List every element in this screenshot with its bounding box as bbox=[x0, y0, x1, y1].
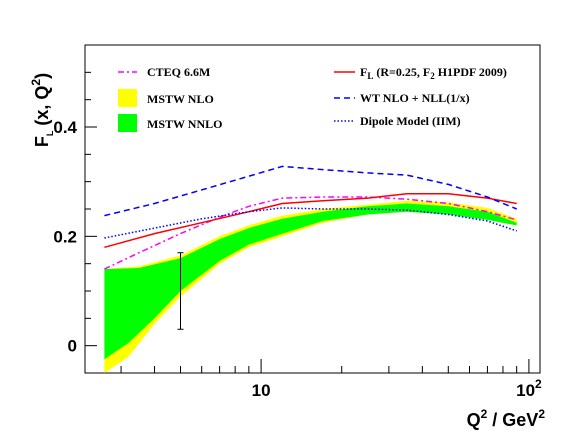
x-axis-label: Q2 / GeV2 bbox=[467, 407, 546, 430]
bands-layer bbox=[104, 200, 517, 373]
ticks-layer: 0 0.2 0.4 10 102 bbox=[53, 44, 542, 400]
y-axis-label: FL (x, Q2) bbox=[29, 73, 55, 147]
band-mstw-nnlo bbox=[104, 203, 517, 360]
legend: CTEQ 6.6M MSTW NLO MSTW NNLO FL (R=0.25,… bbox=[118, 65, 507, 132]
series-line-f-l-r-0-25-f-2-h1pdf-2009- bbox=[104, 192, 517, 249]
y-tick-label: 0 bbox=[68, 337, 77, 356]
legend-label-wt: WT NLO + NLL(1/x) bbox=[360, 91, 470, 105]
legend-label-mstw-nlo: MSTW NLO bbox=[147, 92, 214, 106]
band-mstw-nlo bbox=[104, 200, 517, 373]
y-tick-label: 0.2 bbox=[53, 227, 77, 246]
x-tick-label: 10 bbox=[252, 381, 271, 400]
x-tick-label: 102 bbox=[516, 377, 542, 400]
series-line-wt-nlo-nll-1-x- bbox=[104, 165, 517, 217]
legend-swatch-mstw-nnlo bbox=[118, 114, 137, 132]
series-line-dipole-model-iim- bbox=[104, 207, 517, 239]
y-tick-label: 0.4 bbox=[53, 118, 77, 137]
legend-label-fl: FL (R=0.25, F2 H1PDF 2009) bbox=[360, 65, 507, 81]
legend-swatch-mstw-nlo bbox=[118, 89, 137, 107]
lines-layer bbox=[104, 165, 517, 270]
legend-label-cteq: CTEQ 6.6M bbox=[147, 65, 210, 79]
legend-label-mstw-nnlo: MSTW NNLO bbox=[147, 117, 222, 131]
series-line-cteq-6-6m bbox=[104, 196, 517, 270]
legend-label-dipole: Dipole Model (IIM) bbox=[360, 114, 461, 128]
errorbar-layer bbox=[177, 252, 184, 330]
